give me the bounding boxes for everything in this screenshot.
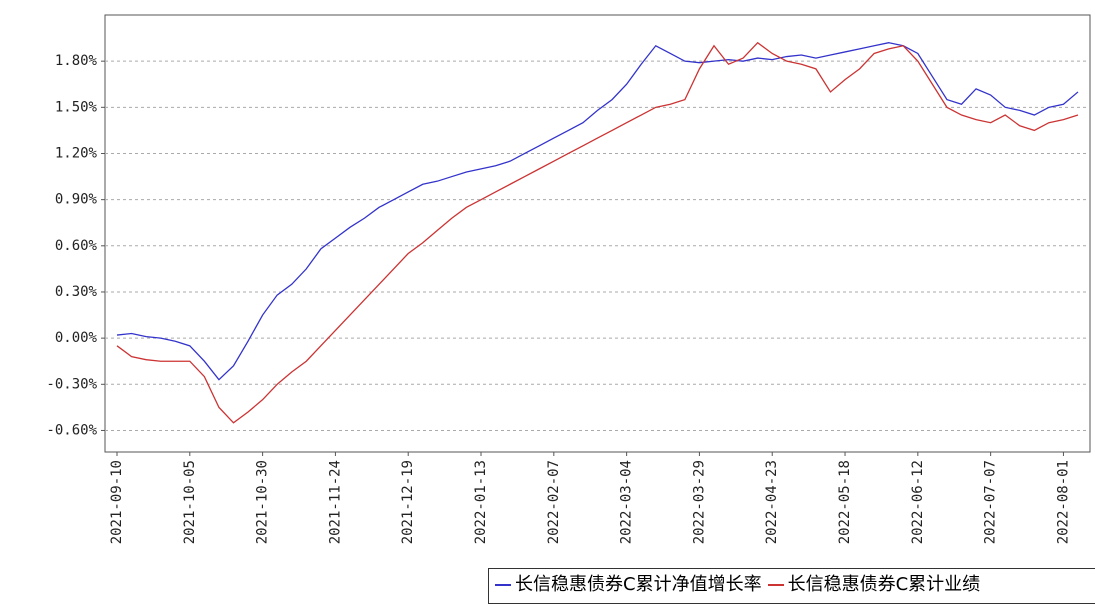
y-tick-label: 0.90% — [55, 192, 98, 208]
x-tick-label: 2022-02-07 — [546, 460, 562, 544]
legend-swatch — [495, 584, 511, 586]
legend: 长信稳惠债券C累计净值增长率 长信稳惠债券C累计业绩 — [488, 568, 1095, 604]
y-tick-label: 0.00% — [55, 330, 98, 346]
legend-label: 长信稳惠债券C累计业绩 — [787, 574, 981, 595]
x-tick-label: 2022-03-04 — [619, 460, 635, 544]
y-tick-label: 0.30% — [55, 284, 98, 300]
x-tick-label: 2022-07-07 — [983, 460, 999, 544]
x-tick-label: 2021-12-19 — [400, 460, 416, 544]
x-tick-label: 2022-04-23 — [764, 460, 780, 544]
x-tick-label: 2022-01-13 — [473, 460, 489, 544]
x-tick-label: 2022-05-18 — [837, 460, 853, 544]
legend-label: 长信稳惠债券C累计净值增长率 — [515, 574, 762, 595]
plot-frame — [104, 14, 1091, 453]
x-tick-label: 2021-11-24 — [327, 460, 343, 544]
y-tick-label: -0.60% — [46, 422, 97, 438]
x-tick-label: 2021-10-30 — [255, 460, 271, 544]
y-tick-label: 1.20% — [55, 145, 98, 161]
x-tick-label: 2021-10-05 — [182, 460, 198, 544]
series-line — [116, 42, 1079, 381]
legend-swatch — [767, 584, 784, 586]
y-tick-label: 0.60% — [55, 238, 98, 254]
y-tick-label: 1.80% — [55, 53, 98, 69]
x-tick-label: 2022-06-12 — [910, 460, 926, 544]
series-line — [116, 41, 1079, 424]
x-tick-label: 2022-08-01 — [1055, 460, 1071, 544]
y-tick-label: 1.50% — [55, 99, 98, 115]
x-tick-label: 2021-09-10 — [109, 460, 125, 544]
x-tick-label: 2022-03-29 — [691, 460, 707, 544]
y-tick-label: -0.30% — [46, 376, 97, 392]
